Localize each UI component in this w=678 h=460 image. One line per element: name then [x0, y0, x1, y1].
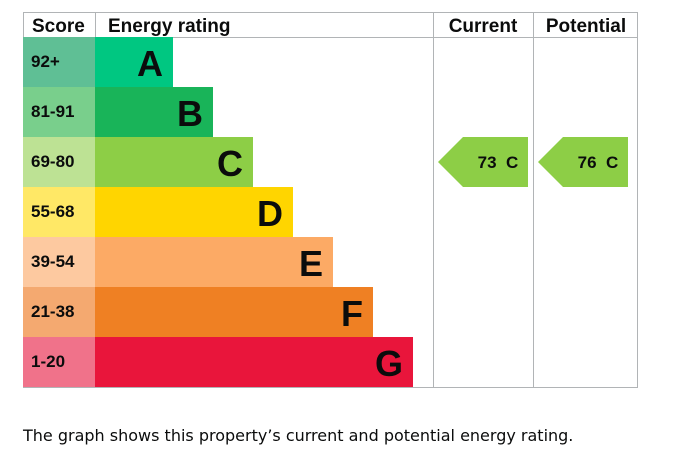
score-cell	[23, 187, 95, 237]
band-e: 39-54 E	[23, 237, 333, 287]
rating-letter: G	[375, 343, 403, 384]
current-rating-marker-label: 73 C	[478, 153, 519, 172]
rating-bar	[95, 237, 333, 287]
rating-letter: D	[257, 193, 283, 234]
score-cell	[23, 287, 95, 337]
score-range-label: 1-20	[31, 352, 65, 371]
score-cell	[23, 137, 95, 187]
score-cell	[23, 237, 95, 287]
current-header: Current	[449, 16, 518, 37]
rating-letter: C	[217, 143, 243, 184]
band-a: 92+ A	[23, 37, 173, 87]
potential-rating-marker-arrow	[538, 137, 628, 187]
rating-bar	[95, 287, 373, 337]
score-range-label: 21-38	[31, 302, 74, 321]
band-b: 81-91 B	[23, 87, 213, 137]
energy-rating-header: Energy rating	[108, 16, 230, 37]
score-range-label: 39-54	[31, 252, 75, 271]
score-cell	[23, 337, 95, 387]
rating-letter: B	[177, 93, 203, 134]
current-rating-marker-arrow	[438, 137, 528, 187]
rating-letter: A	[137, 43, 163, 84]
potential-rating-marker: 76 C	[538, 137, 628, 187]
current-rating-marker: 73 C	[438, 137, 528, 187]
rating-letter: E	[299, 243, 323, 284]
rating-bar	[95, 137, 253, 187]
score-header: Score	[32, 16, 85, 37]
score-cell	[23, 87, 95, 137]
rating-letter: F	[341, 293, 363, 334]
potential-header: Potential	[546, 16, 626, 37]
score-range-label: 55-68	[31, 202, 74, 221]
band-g: 1-20 G	[23, 337, 413, 387]
score-cell	[23, 37, 95, 87]
band-f: 21-38 F	[23, 287, 373, 337]
score-range-label: 69-80	[31, 152, 74, 171]
score-range-label: 81-91	[31, 102, 74, 121]
rating-bar	[95, 337, 413, 387]
rating-bar	[95, 187, 293, 237]
rating-bar	[95, 37, 173, 87]
rating-markers: 73 C 76 C	[438, 137, 628, 187]
chart-caption: The graph shows this property’s current …	[23, 426, 574, 445]
rating-bands: 92+ A 81-91 B 69-80 C 55-68 D 39-54 E 21-38 F 1-20 G	[23, 37, 413, 387]
band-c: 69-80 C	[23, 137, 253, 187]
score-range-label: 92+	[31, 52, 60, 71]
energy-rating-chart: Score Energy rating Current Potential 92…	[23, 12, 638, 388]
rating-bar	[95, 87, 213, 137]
band-d: 55-68 D	[23, 187, 293, 237]
potential-rating-marker-label: 76 C	[578, 153, 619, 172]
